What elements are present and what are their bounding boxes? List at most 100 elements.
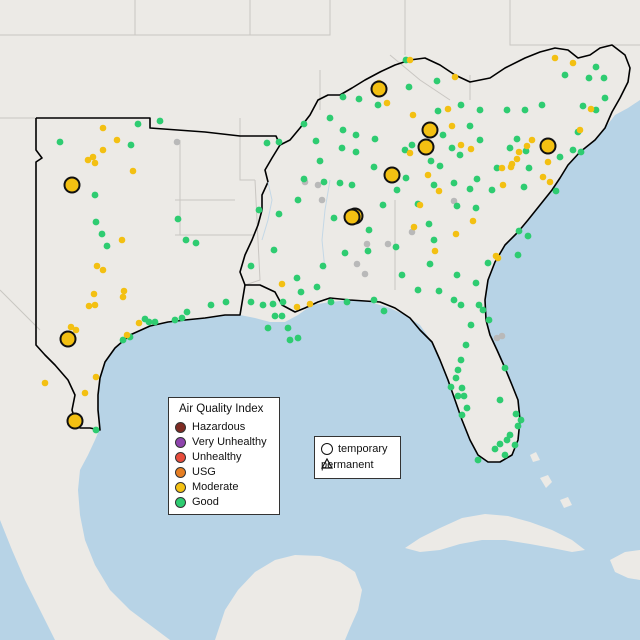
monitor-good[interactable] [458,384,466,392]
monitor-good[interactable] [538,101,546,109]
monitor-moderate[interactable] [569,59,577,67]
monitor-moderate[interactable] [72,326,80,334]
monitor-nodata[interactable] [493,334,501,342]
monitor-good[interactable] [293,274,301,282]
monitor-good[interactable] [401,146,409,154]
monitor-moderate[interactable] [416,201,424,209]
monitor-good[interactable] [393,186,401,194]
monitor-good[interactable] [270,246,278,254]
monitor-good[interactable] [556,153,564,161]
monitor-good[interactable] [474,456,482,464]
monitor-good[interactable] [371,135,379,143]
monitor-good[interactable] [275,138,283,146]
monitor-good[interactable] [414,286,422,294]
monitor-moderate[interactable] [451,73,459,81]
monitor-good[interactable] [458,411,466,419]
monitor-good[interactable] [447,383,455,391]
monitor-good[interactable] [515,227,523,235]
monitor-good[interactable] [525,164,533,172]
monitor-good[interactable] [427,157,435,165]
monitor-moderate[interactable] [92,373,100,381]
monitor-nodata[interactable] [498,332,506,340]
monitor-moderate[interactable] [507,163,515,171]
monitor-temporary-moderate[interactable] [383,166,401,184]
monitor-good[interactable] [294,196,302,204]
monitor-good[interactable] [435,287,443,295]
monitor-moderate[interactable] [544,158,552,166]
monitor-good[interactable] [484,259,492,267]
monitor-good[interactable] [374,101,382,109]
monitor-good[interactable] [263,139,271,147]
monitor-good[interactable] [370,296,378,304]
monitor-moderate[interactable] [435,187,443,195]
monitor-good[interactable] [460,392,468,400]
monitor-good[interactable] [501,451,509,459]
monitor-good[interactable] [513,135,521,143]
monitor-moderate[interactable] [278,280,286,288]
monitor-moderate[interactable] [513,155,521,163]
monitor-good[interactable] [330,214,338,222]
monitor-good[interactable] [501,364,509,372]
monitor-moderate[interactable] [424,171,432,179]
monitor-good[interactable] [585,74,593,82]
monitor-temporary-moderate[interactable] [66,412,84,430]
monitor-temporary-moderate[interactable] [343,208,361,226]
monitor-moderate[interactable] [444,105,452,113]
monitor-good[interactable] [433,77,441,85]
monitor-good[interactable] [278,312,286,320]
monitor-moderate[interactable] [410,223,418,231]
monitor-good[interactable] [316,157,324,165]
monitor-moderate[interactable] [587,105,595,113]
monitor-good[interactable] [524,232,532,240]
monitor-moderate[interactable] [306,300,314,308]
monitor-good[interactable] [370,163,378,171]
monitor-good[interactable] [466,122,474,130]
monitor-good[interactable] [472,204,480,212]
monitor-moderate[interactable] [67,323,75,331]
monitor-good[interactable] [392,243,400,251]
monitor-good[interactable] [452,374,460,382]
monitor-temporary-moderate[interactable] [63,176,81,194]
monitor-good[interactable] [182,236,190,244]
monitor-good[interactable] [462,341,470,349]
monitor-good[interactable] [503,106,511,114]
monitor-moderate[interactable] [118,236,126,244]
monitor-good[interactable] [91,191,99,199]
monitor-good[interactable] [341,249,349,257]
monitor-good[interactable] [496,396,504,404]
monitor-good[interactable] [286,336,294,344]
monitor-good[interactable] [320,178,328,186]
monitor-good[interactable] [365,226,373,234]
monitor-good[interactable] [247,298,255,306]
monitor-good[interactable] [491,445,499,453]
monitor-good[interactable] [408,141,416,149]
monitor-good[interactable] [271,312,279,320]
monitor-moderate[interactable] [119,293,127,301]
monitor-good[interactable] [496,440,504,448]
monitor-good[interactable] [476,136,484,144]
monitor-nodata[interactable] [318,196,326,204]
monitor-good[interactable] [402,174,410,182]
monitor-good[interactable] [569,146,577,154]
monitor-nodata[interactable] [353,260,361,268]
monitor-moderate[interactable] [91,159,99,167]
monitor-good[interactable] [284,324,292,332]
monitor-good[interactable] [319,262,327,270]
monitor-good[interactable] [506,144,514,152]
monitor-good[interactable] [275,210,283,218]
monitor-moderate[interactable] [113,136,121,144]
monitor-good[interactable] [327,298,335,306]
monitor-moderate[interactable] [91,301,99,309]
monitor-good[interactable] [511,441,519,449]
monitor-good[interactable] [601,94,609,102]
monitor-good[interactable] [473,175,481,183]
monitor-good[interactable] [457,301,465,309]
monitor-good[interactable] [269,300,277,308]
monitor-good[interactable] [439,131,447,139]
monitor-good[interactable] [247,262,255,270]
monitor-good[interactable] [453,202,461,210]
monitor-good[interactable] [313,283,321,291]
monitor-good[interactable] [514,251,522,259]
monitor-good[interactable] [454,392,462,400]
monitor-good[interactable] [521,106,529,114]
